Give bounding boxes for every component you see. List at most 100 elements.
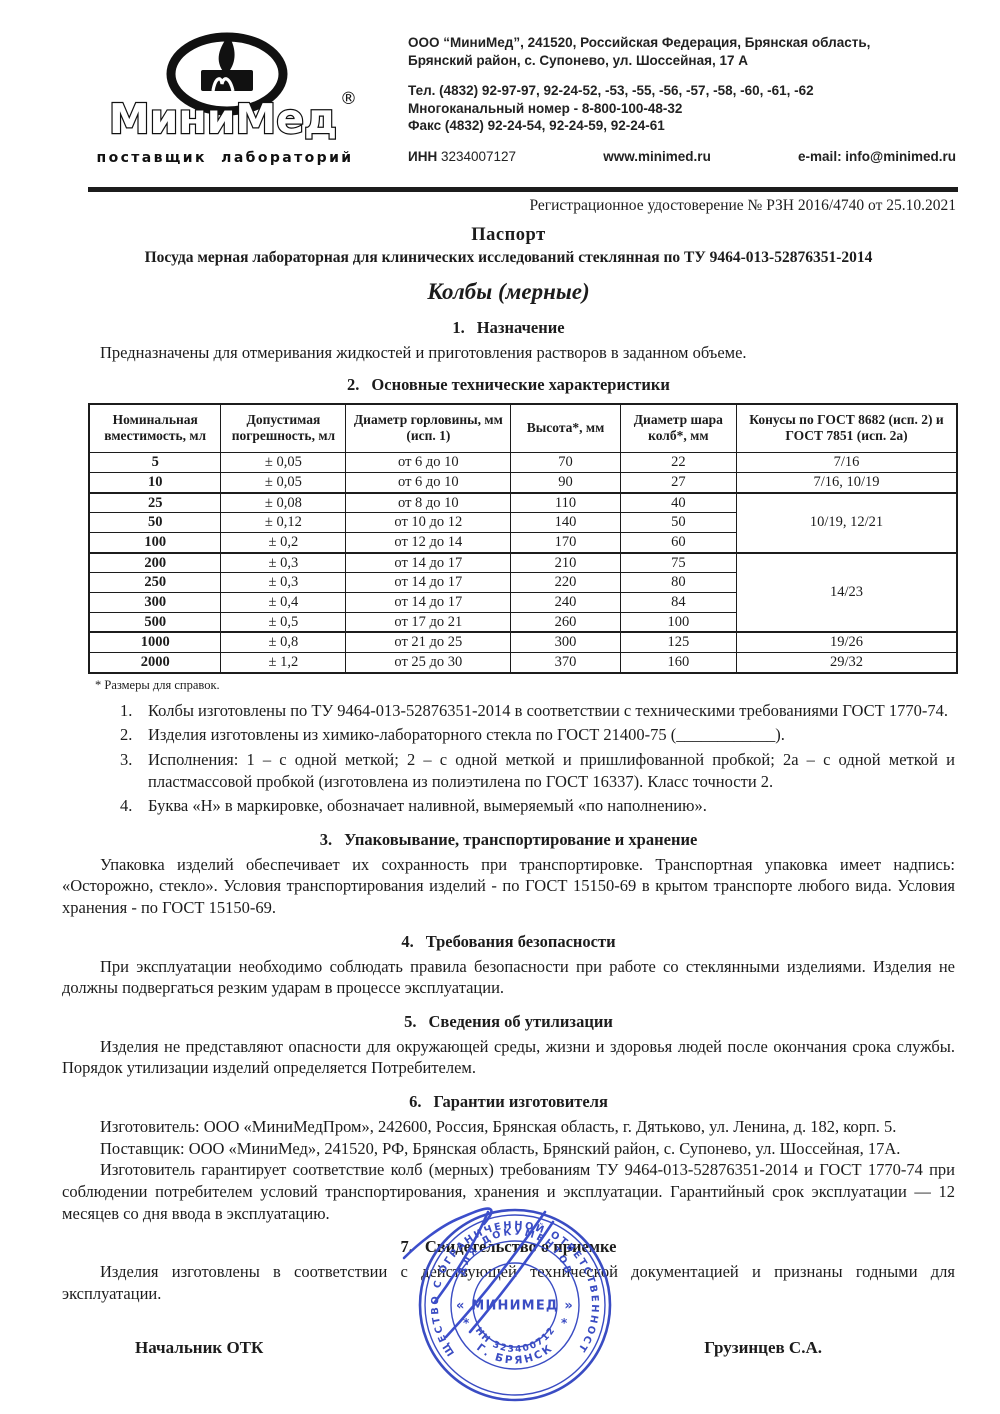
table-cell-merged: 14/23 xyxy=(735,551,958,633)
signature-row: Начальник ОТК Грузинцев С.А. xyxy=(135,1338,822,1358)
table-row: 200 ± 0,3 от 14 до 17 210 75 14/23 xyxy=(88,551,958,633)
inn-value: 3234007127 xyxy=(440,148,517,164)
table-cell: ± 0,5 xyxy=(220,611,347,633)
signature-flourish xyxy=(402,1207,493,1260)
company-phones: Тел. (4832) 92-97-97, 92-24-52, -53, -55… xyxy=(408,82,960,135)
section-6-supplier: Поставщик: ООО «МиниМед», 241520, РФ, Бр… xyxy=(100,1138,901,1158)
stamp-star-right: * xyxy=(561,1316,568,1330)
signature-stroke-down xyxy=(433,1210,490,1304)
doc-subtitle: Посуда мерная лабораторная для клиническ… xyxy=(144,249,873,266)
table-cell: ± 0,8 xyxy=(220,631,347,654)
stamp-middle-circle xyxy=(450,1240,580,1370)
list-item: 1. Колбы изготовлены по ТУ 9464-013-52876… xyxy=(62,700,955,722)
table-cell: 110 xyxy=(510,491,621,514)
table-header-row: Номинальная вместимость, мл Допустимая п… xyxy=(88,403,958,454)
section-3-title: Упаковывание, транспортирование и хранен… xyxy=(344,829,698,849)
multichannel-line: Многоканальный номер - 8-800-100-48-32 xyxy=(408,100,683,116)
signature-long-diagonal xyxy=(444,1210,547,1339)
section-2-title: Основные технические характеристики xyxy=(371,374,670,394)
table-cell: 220 xyxy=(510,572,621,594)
table-cell: 2000 xyxy=(88,652,222,674)
table-cell-merged: 10/19, 12/21 xyxy=(735,491,958,554)
list-item: 2. Изделия изготовлены из химико-лаборато… xyxy=(62,724,955,746)
section-2-heading: 2. Основные технические характеристики xyxy=(62,375,955,395)
col-header: Номинальная вместимость, мл xyxy=(88,403,222,454)
table-cell: ± 0,05 xyxy=(220,472,347,494)
table-cell: ± 0,12 xyxy=(220,512,347,534)
table-cell: от 6 до 10 xyxy=(345,452,512,474)
document-body: Паспорт Посуда мерная лабораторная для к… xyxy=(0,225,1000,1358)
table-cell: 19/26 xyxy=(735,631,958,654)
table-cell: ± 0,3 xyxy=(220,551,347,574)
table-cell: 300 xyxy=(88,592,222,613)
col-header: Диаметр горловины, мм (исп. 1) xyxy=(345,403,512,454)
table-cell: 75 xyxy=(619,551,737,574)
signatory-name: Грузинцев С.А. xyxy=(704,1338,822,1358)
inn-label: ИНН xyxy=(408,148,438,164)
table-cell: ± 1,2 xyxy=(220,652,347,674)
section-5-text: Изделия не представляют опасности для ок… xyxy=(62,1036,955,1078)
table-cell: 100 xyxy=(88,532,222,554)
table-cell: от 12 до 14 xyxy=(345,532,512,554)
stamp-outer-circle-2 xyxy=(424,1214,606,1396)
table-row: 2000 ± 1,2 от 25 до 30 370 160 29/32 xyxy=(88,652,958,674)
minimed-logo-graphic: МиниМед ® поставщик лабораторий xyxy=(96,32,357,166)
table-cell: 5 xyxy=(88,452,222,474)
section-1-title: Назначение xyxy=(476,318,565,337)
section-5-heading: 5. Сведения об утилизации xyxy=(62,1012,955,1032)
table-cell: 125 xyxy=(619,631,737,654)
product-name: Колбы (мерные) xyxy=(427,279,590,304)
table-row: 5 ± 0,05 от 6 до 10 70 22 7/16 xyxy=(88,452,958,474)
company-info: ООО “МиниМед”, 241520, Российская Федера… xyxy=(408,26,960,181)
stamp-outer-circle xyxy=(418,1208,612,1402)
section-4-text: При эксплуатации необходимо соблюдать пр… xyxy=(62,956,955,998)
table-cell: 29/32 xyxy=(735,652,958,674)
table-cell: от 14 до 17 xyxy=(345,592,512,613)
section-6-title: Гарантии изготовителя xyxy=(433,1092,608,1112)
section-1-number: 1. xyxy=(452,318,465,337)
table-cell: от 8 до 10 xyxy=(345,491,512,514)
table-cell: 500 xyxy=(88,611,222,633)
table-cell: 60 xyxy=(619,532,737,554)
stamp-star-left: * xyxy=(463,1316,470,1330)
table-row: 100 ± 0,2 от 12 до 14 170 60 xyxy=(88,532,957,554)
table-cell: ± 0,3 xyxy=(220,572,347,594)
col-header: Конусы по ГОСТ 8682 (исп. 2) и ГОСТ 7851… xyxy=(735,403,958,454)
table-row: 250 ± 0,3 от 14 до 17 220 80 xyxy=(88,572,957,594)
candle-wax-squiggle xyxy=(211,77,235,92)
col-header: Диаметр шара колб*, мм xyxy=(619,403,737,454)
stamp-center-text: « МИНИМЕД » xyxy=(456,1299,574,1314)
logo-tagline: поставщик лабораторий xyxy=(96,150,353,166)
section-6-heading: 6. Гарантии изготовителя xyxy=(62,1092,955,1112)
list-item: 4. Буква «Н» в маркировке, обозначает нал… xyxy=(62,795,955,817)
table-cell: 70 xyxy=(510,452,621,474)
table-cell: 260 xyxy=(510,611,621,633)
table-row: 1000 ± 0,8 от 21 до 25 300 125 19/26 xyxy=(88,631,958,654)
table-cell: 300 xyxy=(510,631,621,654)
table-cell: 25 xyxy=(88,491,222,514)
table-footnote: * Размеры для справок. xyxy=(95,677,220,692)
col-header: Высота*, мм xyxy=(510,403,621,454)
section-1-text: Предназначены для отмеривания жидкостей … xyxy=(100,343,747,362)
table-cell: от 25 до 30 xyxy=(345,652,512,674)
logo-ellipse xyxy=(166,32,288,116)
table-cell: 140 xyxy=(510,512,621,534)
company-logo: МиниМед ® поставщик лабораторий xyxy=(88,26,366,181)
table-cell: от 17 до 21 xyxy=(345,611,512,633)
table-cell: ± 0,2 xyxy=(220,532,347,554)
section-7-text: Изделия изготовлены в соответствии с дей… xyxy=(62,1262,955,1303)
inn: ИНН 3234007127 xyxy=(408,148,516,166)
table-cell: от 14 до 17 xyxy=(345,551,512,574)
phone-line: Тел. (4832) 92-97-97, 92-24-52, -53, -55… xyxy=(408,83,814,99)
table-cell: 160 xyxy=(619,652,737,674)
section-5-title: Сведения об утилизации xyxy=(428,1011,613,1031)
table-cell: ± 0,08 xyxy=(220,491,347,514)
table-cell: ± 0,05 xyxy=(220,452,347,474)
address-line-2: Брянский район, с. Супонево, ул. Шоссейн… xyxy=(408,52,748,68)
table-row: 10 ± 0,05 от 6 до 10 90 27 7/16, 10/19 xyxy=(88,472,958,494)
spec-table: Номинальная вместимость, мл Допустимая п… xyxy=(88,402,958,674)
section-2-number: 2. xyxy=(347,374,360,394)
table-cell: от 6 до 10 xyxy=(345,472,512,494)
table-cell: 240 xyxy=(510,592,621,613)
